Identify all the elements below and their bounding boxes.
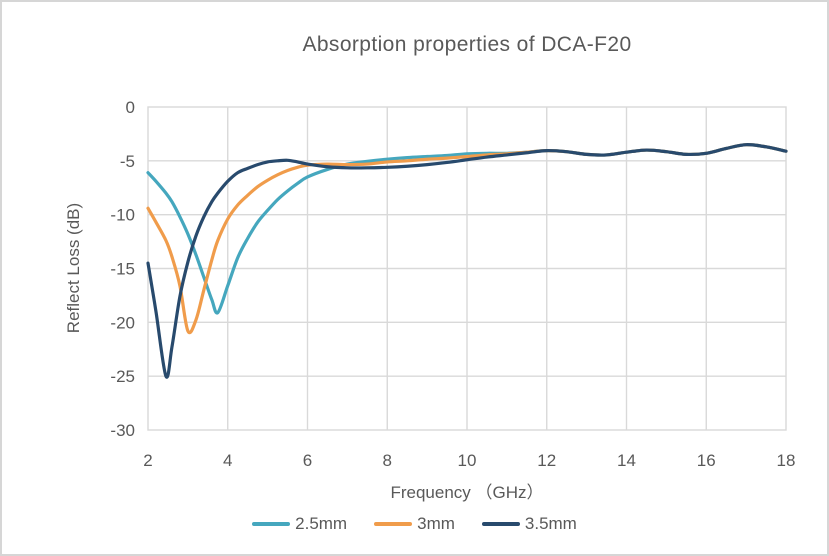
x-tick-label: 10 [458, 451, 477, 470]
x-tick-label: 4 [223, 451, 232, 470]
x-tick-label: 12 [537, 451, 556, 470]
legend-item-3.5mm: 3.5mm [481, 514, 577, 534]
x-tick-label: 16 [697, 451, 716, 470]
legend-item-3mm: 3mm [374, 514, 455, 534]
legend-line-swatch [374, 522, 413, 526]
y-tick-label: -20 [110, 313, 135, 332]
chart-title: Absorption properties of DCA-F20 [302, 33, 632, 56]
legend-line-swatch [252, 522, 291, 526]
x-tick-label: 18 [777, 451, 796, 470]
x-tick-label: 2 [143, 451, 152, 470]
y-tick-label: -15 [110, 260, 135, 279]
y-tick-label: -25 [110, 367, 135, 386]
legend-label: 3mm [417, 514, 455, 533]
y-tick-label: -5 [120, 152, 135, 171]
x-tick-label: 8 [383, 451, 392, 470]
series-line-3.5mm [146, 143, 788, 379]
x-tick-label: 14 [617, 451, 636, 470]
y-tick-label: -10 [110, 206, 135, 225]
legend-line-swatch [481, 522, 520, 526]
legend: 2.5mm 3mm 3.5mm [2, 511, 827, 537]
legend-label: 3.5mm [524, 514, 577, 533]
legend-label: 2.5mm [295, 514, 348, 533]
y-tick-label: -30 [110, 421, 135, 440]
y-tick-label: 0 [126, 98, 135, 117]
x-tick-label: 6 [303, 451, 312, 470]
x-axis-title: Frequency （GHz） [390, 483, 544, 502]
legend-item-2.5mm: 2.5mm [252, 514, 347, 534]
